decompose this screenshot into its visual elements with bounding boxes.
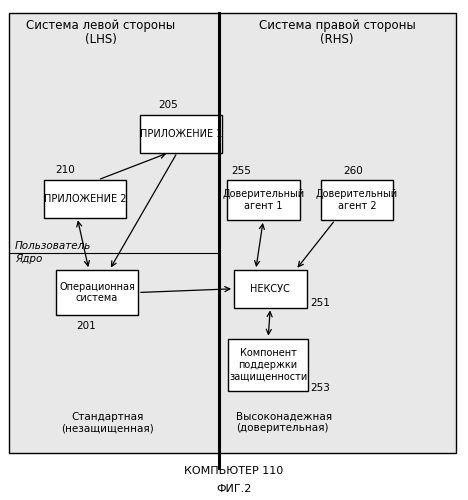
Text: 205: 205 [159,100,178,110]
Bar [234,270,307,308]
Bar [140,115,222,152]
Bar [227,180,300,220]
Bar [44,180,126,218]
Text: 260: 260 [344,166,363,176]
Text: 255: 255 [231,166,251,176]
Text: Высоконадежная
(доверительная): Высоконадежная (доверительная) [236,412,332,434]
Text: ПРИЛОЖЕНИЕ 1: ПРИЛОЖЕНИЕ 1 [140,129,223,139]
Text: 201: 201 [77,321,96,331]
Text: Система левой стороны
(LHS): Система левой стороны (LHS) [26,18,175,46]
Text: Операционная
система: Операционная система [59,282,135,304]
Text: Стандартная
(незащищенная): Стандартная (незащищенная) [61,412,154,434]
Text: ФИГ.2: ФИГ.2 [216,484,252,494]
Text: КОМПЬЮТЕР 110: КОМПЬЮТЕР 110 [184,466,284,476]
Text: Система правой стороны
(RHS): Система правой стороны (RHS) [259,18,415,46]
Text: Компонент
поддержки
защищенности: Компонент поддержки защищенности [229,348,307,382]
Text: ПРИЛОЖЕНИЕ 2: ПРИЛОЖЕНИЕ 2 [44,194,127,204]
Bar [228,338,308,391]
Text: 253: 253 [311,383,330,393]
Text: Пользователь: Пользователь [15,241,91,251]
Text: Доверительный
агент 2: Доверительный агент 2 [316,189,398,211]
Bar [321,180,393,220]
Text: Доверительный
агент 1: Доверительный агент 1 [222,189,304,211]
Text: Ядро: Ядро [15,254,42,264]
Text: НЕКСУС: НЕКСУС [250,284,290,294]
Bar [9,12,456,452]
Text: 210: 210 [56,165,75,175]
Text: 251: 251 [311,298,330,308]
Bar [56,270,138,315]
